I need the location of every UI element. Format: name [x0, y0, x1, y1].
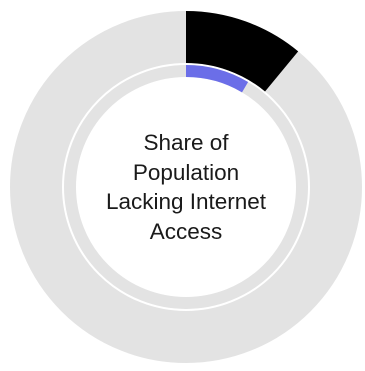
center-label: Share of Population Lacking Internet Acc…: [82, 128, 290, 246]
center-label-line-2: Population: [132, 159, 240, 185]
center-label-line-3: Lacking Internet: [105, 189, 267, 214]
ring-1-value-arc: [186, 11, 299, 92]
center-label-line-1: Share of: [143, 130, 229, 155]
ring-2-value-arc: [186, 65, 249, 93]
center-label-line-4: Access: [149, 218, 223, 244]
